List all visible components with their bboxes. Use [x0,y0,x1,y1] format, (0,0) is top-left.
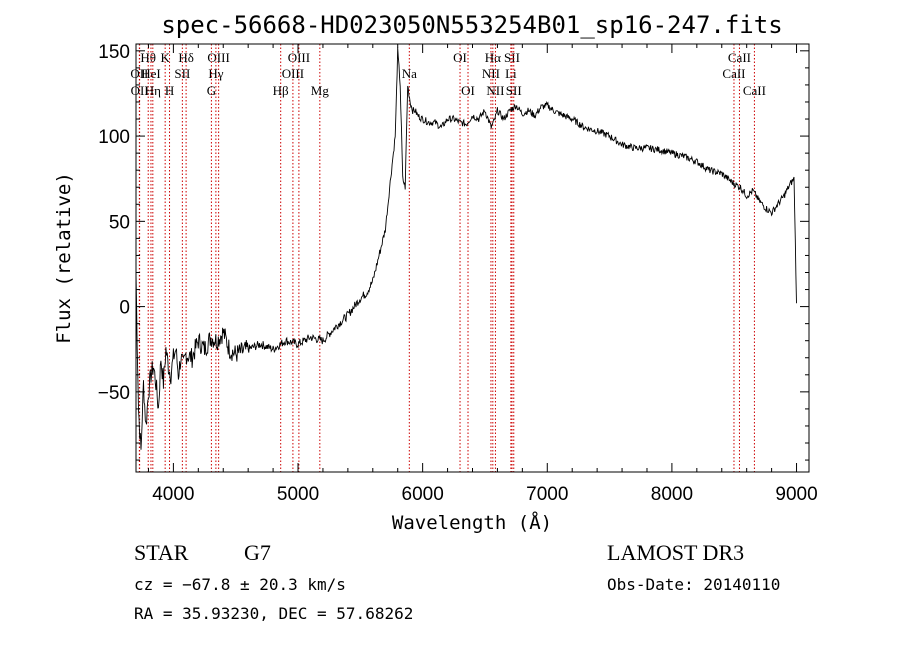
x-tick-label: 8000 [651,484,693,505]
flux-line [135,47,797,450]
marker-label: Hβ [273,83,289,98]
observation-date: Obs-Date: 20140110 [607,575,780,594]
marker-label: OIII [282,66,304,81]
marker-label: CaII [743,83,766,98]
y-axis: −50 0 50 100 150 [98,42,809,461]
marker-label: OI [461,83,475,98]
marker-label: Li [505,66,517,81]
x-tick-label: 9000 [775,484,817,505]
marker-label: G [207,83,216,98]
marker-label: SII [506,83,522,98]
marker-label: OIII [288,50,310,65]
marker-label: Mg [311,83,330,98]
survey-name: LAMOST DR3 [607,540,744,565]
x-tick-label: 4000 [152,484,194,505]
y-axis-label: Flux (relative) [53,172,75,344]
marker-label: Hα [485,50,501,65]
plot-frame [135,43,810,473]
marker-label: NII [486,83,504,98]
marker-label: OII [131,83,149,98]
marker-label: SII [174,66,190,81]
marker-label: K [160,50,170,65]
marker-label: Hη [145,83,161,98]
marker-label: OI [453,50,467,65]
object-class: STAR [134,540,189,565]
x-tick-label: 6000 [402,484,444,505]
x-tick-label: 7000 [526,484,568,505]
marker-label: Hγ [208,66,223,81]
x-axis-label: Wavelength (Å) [392,511,552,534]
redshift-cz: cz = −67.8 ± 20.3 km/s [134,575,346,594]
x-axis: 4000 5000 6000 7000 8000 9000 [147,44,818,505]
y-tick-label: 150 [98,42,130,63]
marker-label: Na [402,66,417,81]
subclass: G7 [244,540,271,565]
y-tick-label: −50 [98,383,130,404]
marker-label: NII [482,66,500,81]
y-tick-label: 0 [119,298,130,319]
marker-label: CaII [728,50,751,65]
marker-label: OIII [207,50,229,65]
chart-title: spec-56668-HD023050N553254B01_sp16-247.f… [161,11,782,39]
marker-label: H [165,83,174,98]
marker-label: Hδ [178,50,194,65]
marker-label: CaII [722,66,745,81]
x-tick-label: 5000 [277,484,319,505]
coordinates: RA = 35.93230, DEC = 57.68262 [134,604,413,623]
marker-label: Hθ [140,50,156,65]
flux-series [135,47,797,450]
y-tick-label: 50 [109,212,130,233]
marker-label: SII [504,50,520,65]
y-tick-label: 100 [98,127,130,148]
marker-label: HeI [141,66,161,81]
